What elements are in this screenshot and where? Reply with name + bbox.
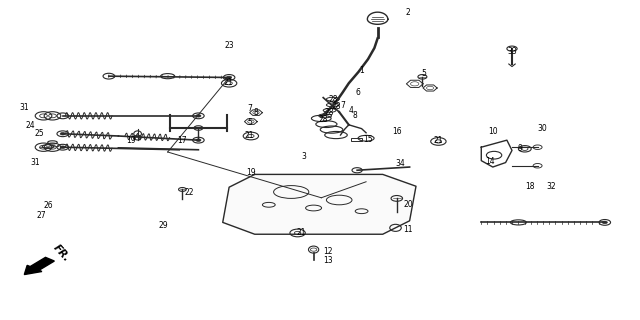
Text: 18: 18: [525, 182, 534, 191]
Text: 29: 29: [158, 221, 168, 230]
Text: 21: 21: [245, 132, 254, 140]
Text: 33: 33: [507, 47, 517, 56]
Polygon shape: [223, 174, 416, 234]
Text: 7: 7: [247, 104, 252, 113]
Text: 21: 21: [296, 228, 305, 237]
Text: 11: 11: [404, 225, 413, 234]
Text: 13: 13: [323, 256, 333, 265]
Text: 28: 28: [325, 108, 334, 117]
Text: 7: 7: [340, 101, 345, 110]
Text: 9: 9: [517, 144, 522, 153]
Text: 24: 24: [26, 121, 36, 130]
Circle shape: [60, 146, 65, 148]
Text: 27: 27: [36, 212, 47, 220]
Circle shape: [60, 132, 65, 135]
Text: 30: 30: [538, 124, 548, 133]
Text: 28: 28: [319, 115, 328, 124]
Circle shape: [196, 139, 201, 141]
Text: 20: 20: [403, 200, 413, 209]
Text: 8: 8: [353, 111, 358, 120]
Circle shape: [227, 76, 232, 79]
FancyArrow shape: [24, 257, 54, 275]
Text: 2: 2: [405, 8, 410, 17]
Text: FR.: FR.: [51, 243, 72, 264]
Text: 26: 26: [43, 201, 53, 210]
Circle shape: [196, 115, 201, 117]
Text: 32: 32: [547, 182, 557, 191]
Text: 25: 25: [35, 129, 45, 138]
Text: 31: 31: [19, 103, 29, 112]
Text: 34: 34: [395, 159, 405, 168]
Text: 5: 5: [421, 69, 426, 78]
Circle shape: [602, 221, 607, 224]
Text: 4: 4: [348, 106, 353, 115]
Text: 14: 14: [484, 157, 495, 166]
Text: 21: 21: [224, 78, 233, 87]
Text: 28: 28: [328, 95, 337, 104]
Text: 19: 19: [246, 168, 256, 177]
Text: 22: 22: [184, 188, 193, 197]
Text: 15: 15: [363, 135, 373, 144]
Bar: [351, 138, 362, 141]
Text: 5: 5: [247, 118, 252, 127]
Text: 23: 23: [224, 41, 234, 50]
Text: 17: 17: [177, 136, 188, 145]
Text: 19: 19: [126, 136, 136, 145]
Text: 21: 21: [434, 136, 443, 145]
Text: 3: 3: [301, 152, 307, 161]
Text: 6: 6: [356, 88, 361, 97]
Text: 10: 10: [488, 127, 498, 136]
Text: 8: 8: [253, 108, 259, 117]
Text: 16: 16: [392, 127, 402, 136]
Text: 31: 31: [30, 158, 40, 167]
Text: 1: 1: [359, 66, 364, 75]
Text: 12: 12: [323, 247, 332, 256]
Text: 28: 28: [332, 102, 340, 111]
